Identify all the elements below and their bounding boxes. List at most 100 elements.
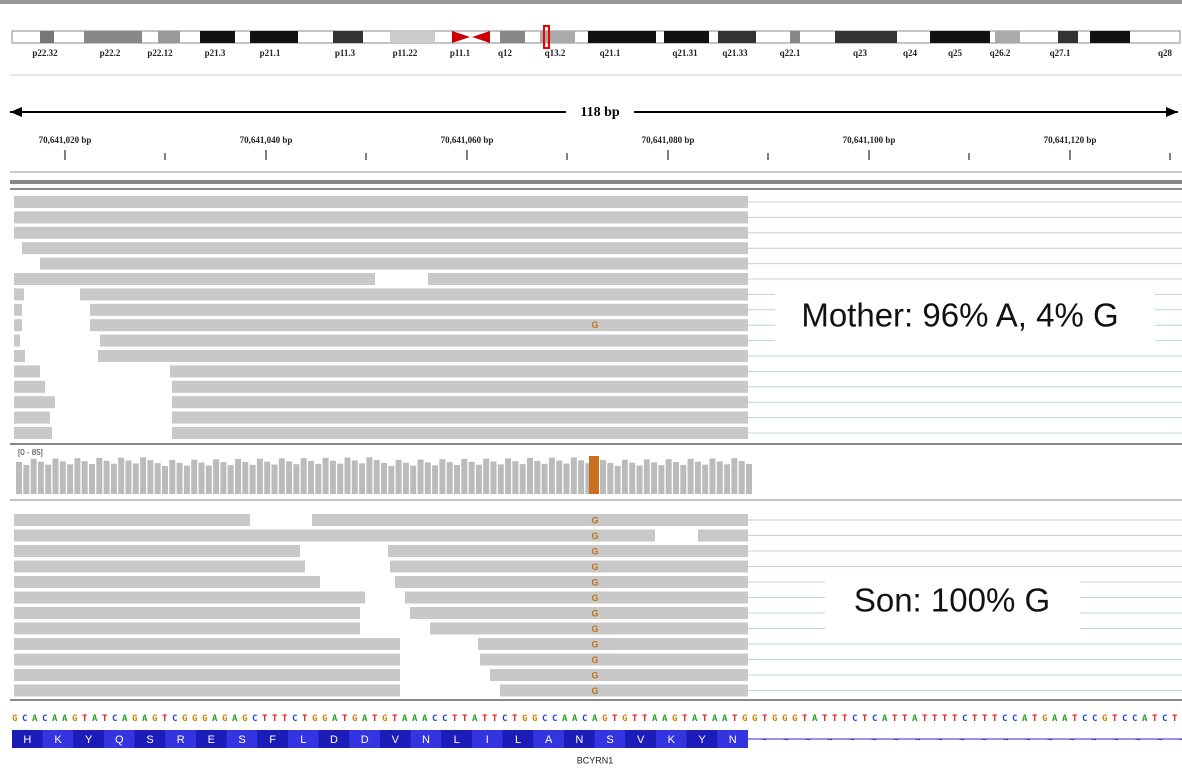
strand-arrow: → (1024, 734, 1032, 743)
amino-acid: Q (115, 734, 124, 746)
coverage-bar (549, 458, 555, 494)
read (490, 669, 748, 681)
coverage-bar (527, 458, 533, 494)
strand-arrow: → (914, 734, 922, 743)
coverage-bar (571, 457, 577, 494)
cyto-band (790, 31, 800, 43)
coverage-bar (213, 459, 219, 494)
divider (10, 188, 1182, 190)
strand-arrow: → (936, 734, 944, 743)
read (430, 623, 748, 635)
coverage-bar (89, 464, 95, 494)
cyto-band (588, 31, 656, 43)
band-label: q28 (1158, 48, 1173, 58)
coverage-bar (228, 465, 234, 494)
coverage-bar (147, 460, 153, 494)
coverage-bar (615, 466, 621, 494)
coverage-bar (666, 459, 672, 494)
coverage-bar (220, 462, 226, 494)
coverage-bar (16, 462, 22, 494)
cyto-band (540, 31, 575, 43)
strand-arrow: → (980, 734, 988, 743)
cyto-band (158, 31, 180, 43)
coverage-bar (491, 462, 497, 495)
coverage-bar (293, 464, 299, 494)
strand-arrow: → (958, 734, 966, 743)
read (14, 623, 360, 635)
band-label: q21.33 (722, 48, 748, 58)
mismatch: G (591, 320, 598, 330)
coverage-bar (476, 465, 482, 494)
amino-acid: N (729, 734, 737, 746)
band-label: q24 (903, 48, 918, 58)
coverage-bar (418, 460, 424, 495)
read (14, 319, 22, 331)
band-label: q21.31 (672, 48, 698, 58)
coverage-bar (74, 458, 80, 494)
cyto-band (500, 31, 525, 43)
read (22, 242, 748, 254)
read (698, 530, 748, 542)
coverage-bar (374, 460, 380, 494)
coverage-bar (731, 458, 737, 494)
strand-arrow: → (1002, 734, 1010, 743)
coverage-bar (162, 466, 168, 494)
read (98, 350, 748, 362)
strand-arrow: → (1112, 734, 1120, 743)
band-label: p11.3 (335, 48, 356, 58)
band-label: p21.3 (205, 48, 226, 58)
coverage-bar (140, 457, 146, 494)
amino-acid: D (361, 734, 369, 746)
read (14, 412, 50, 424)
coverage-bar (512, 461, 518, 494)
coverage-bar (60, 461, 66, 494)
read (172, 396, 748, 408)
coverage-bar (454, 465, 460, 494)
ruler-label: 70,641,040 bp (240, 135, 293, 145)
coverage-bar (111, 464, 117, 494)
band-label: q21.1 (600, 48, 621, 58)
mismatch: G (591, 577, 598, 587)
coverage-bar (38, 462, 44, 494)
cyto-band (40, 31, 54, 43)
coverage-bar (337, 464, 343, 494)
igv-view: 118 bp [0 - 85] p22.32p22.2p22.12p21.3p2… (0, 0, 1182, 769)
read (14, 427, 52, 439)
band-label: p11.1 (450, 48, 471, 58)
coverage-bar (688, 459, 694, 494)
read (14, 365, 40, 377)
read (90, 319, 748, 331)
read (14, 196, 748, 208)
coverage-bar (366, 457, 372, 494)
read (14, 396, 55, 408)
read (14, 592, 365, 604)
strand-arrow: → (1090, 734, 1098, 743)
band-label: p21.1 (260, 48, 281, 58)
amino-acid: H (23, 734, 31, 746)
coverage-bar (447, 462, 453, 494)
coverage-bar (23, 465, 29, 494)
coverage-bar (600, 460, 606, 494)
amino-acid: V (637, 734, 645, 746)
amino-acid: A (545, 734, 553, 746)
band-label: p22.12 (147, 48, 173, 58)
strand-arrow: → (1178, 734, 1182, 743)
coverage-bar (242, 462, 248, 494)
coverage-bar (315, 464, 321, 494)
band-label: q12 (498, 48, 513, 58)
cyto-band (333, 31, 363, 43)
coverage-bar (396, 460, 402, 494)
coverage-bar (118, 458, 124, 494)
coverage-bar (279, 458, 285, 494)
coverage-bar (381, 463, 387, 494)
read (170, 365, 748, 377)
read (14, 561, 305, 573)
mismatch: G (591, 655, 598, 665)
read (172, 381, 748, 393)
coverage-mismatch (589, 456, 599, 494)
mismatch: G (591, 639, 598, 649)
read (172, 427, 748, 439)
amino-acid: N (575, 734, 583, 746)
coverage-bar (520, 464, 526, 494)
annotation: Son: 100% G (854, 582, 1050, 619)
